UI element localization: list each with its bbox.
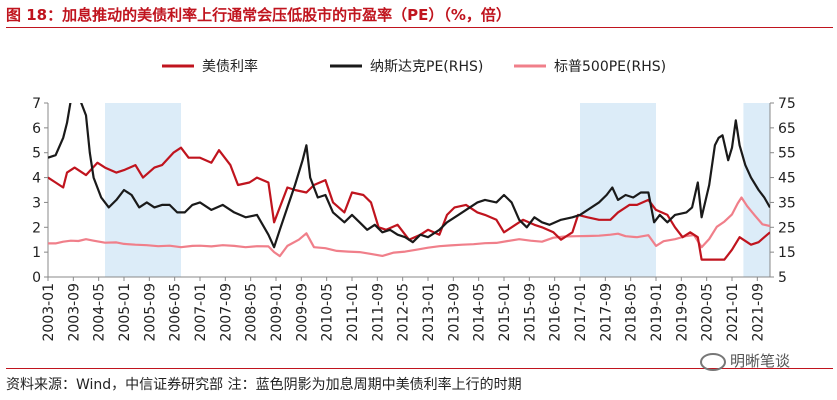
chart-legend: 美债利率 纳斯达克PE(RHS) 标普500PE(RHS) bbox=[162, 58, 666, 75]
shaded-periods bbox=[105, 103, 770, 277]
left-tick-label: 7 bbox=[32, 96, 41, 112]
x-tick-label: 2005-01 bbox=[117, 283, 133, 342]
left-tick-label: 5 bbox=[32, 146, 41, 162]
x-tick-label: 2016-05 bbox=[548, 283, 564, 342]
x-tick-label: 2003-09 bbox=[66, 283, 82, 342]
legend-label: 纳斯达克PE(RHS) bbox=[370, 59, 483, 75]
x-tick-label: 2015-09 bbox=[522, 283, 538, 342]
nasdaq-pe-line bbox=[48, 103, 770, 249]
x-tick-label: 2007-09 bbox=[218, 283, 234, 342]
left-tick-label: 1 bbox=[32, 245, 41, 261]
x-tick-label: 2017-01 bbox=[573, 283, 589, 342]
x-tick-label: 2021-01 bbox=[725, 283, 741, 342]
right-tick-label: 35 bbox=[778, 195, 796, 211]
watermark-text: 明晰笔谈 bbox=[730, 352, 791, 370]
right-tick-label: 45 bbox=[778, 171, 796, 187]
x-tick-label: 2006-05 bbox=[168, 283, 184, 342]
x-tick-label: 2011-09 bbox=[370, 283, 386, 342]
right-tick-label: 75 bbox=[778, 96, 796, 112]
x-tick-label: 2011-01 bbox=[345, 283, 361, 342]
x-tick-label: 2018-05 bbox=[624, 283, 640, 342]
left-tick-label: 3 bbox=[32, 195, 41, 211]
legend-label: 标普500PE(RHS) bbox=[554, 59, 666, 75]
shaded-period bbox=[580, 103, 656, 277]
x-tick-label: 2013-01 bbox=[421, 283, 437, 342]
wechat-icon bbox=[700, 352, 726, 371]
left-tick-label: 2 bbox=[32, 220, 41, 236]
chart-lines bbox=[48, 103, 770, 261]
right-tick-label: 5 bbox=[778, 270, 787, 286]
right-tick-label: 25 bbox=[778, 220, 796, 236]
x-tick-label: 2005-09 bbox=[142, 283, 158, 342]
x-tick-label: 2015-01 bbox=[497, 283, 513, 342]
x-tick-label: 2003-01 bbox=[41, 283, 57, 342]
left-tick-label: 0 bbox=[32, 270, 41, 286]
x-tick-label: 2010-05 bbox=[320, 283, 336, 342]
x-tick-label: 2019-09 bbox=[674, 283, 690, 342]
figure-title: 图 18：加息推动的美债利率上行通常会压低股市的市盈率（PE）（%，倍） bbox=[6, 6, 511, 24]
right-tick-label: 65 bbox=[778, 121, 796, 137]
x-tick-label: 2020-05 bbox=[700, 283, 716, 342]
source-note: 资料来源：Wind，中信证券研究部 注：蓝色阴影为加息周期中美债利率上行的时期 bbox=[6, 377, 522, 393]
x-tick-label: 2009-01 bbox=[269, 283, 285, 342]
x-tick-label: 2013-09 bbox=[446, 283, 462, 342]
left-tick-label: 4 bbox=[32, 171, 41, 187]
x-tick-label: 2007-01 bbox=[193, 283, 209, 342]
x-tick-label: 2004-05 bbox=[92, 283, 108, 342]
left-tick-label: 6 bbox=[32, 121, 41, 137]
right-tick-label: 15 bbox=[778, 245, 796, 261]
legend-label: 美债利率 bbox=[202, 58, 258, 75]
x-tick-label: 2009-09 bbox=[294, 283, 310, 342]
title-divider bbox=[6, 27, 833, 28]
footer-divider bbox=[6, 368, 833, 369]
right-tick-label: 55 bbox=[778, 146, 796, 162]
x-tick-label: 2021-09 bbox=[750, 283, 766, 342]
x-tick-label: 2014-05 bbox=[472, 283, 488, 342]
x-tick-label: 2019-01 bbox=[649, 283, 665, 342]
shaded-period bbox=[743, 103, 770, 277]
x-tick-label: 2017-09 bbox=[598, 283, 614, 342]
x-tick-label: 2012-05 bbox=[396, 283, 412, 342]
shaded-period bbox=[105, 103, 181, 277]
x-tick-label: 2008-05 bbox=[244, 283, 260, 342]
watermark: 明晰笔谈 bbox=[700, 350, 790, 371]
